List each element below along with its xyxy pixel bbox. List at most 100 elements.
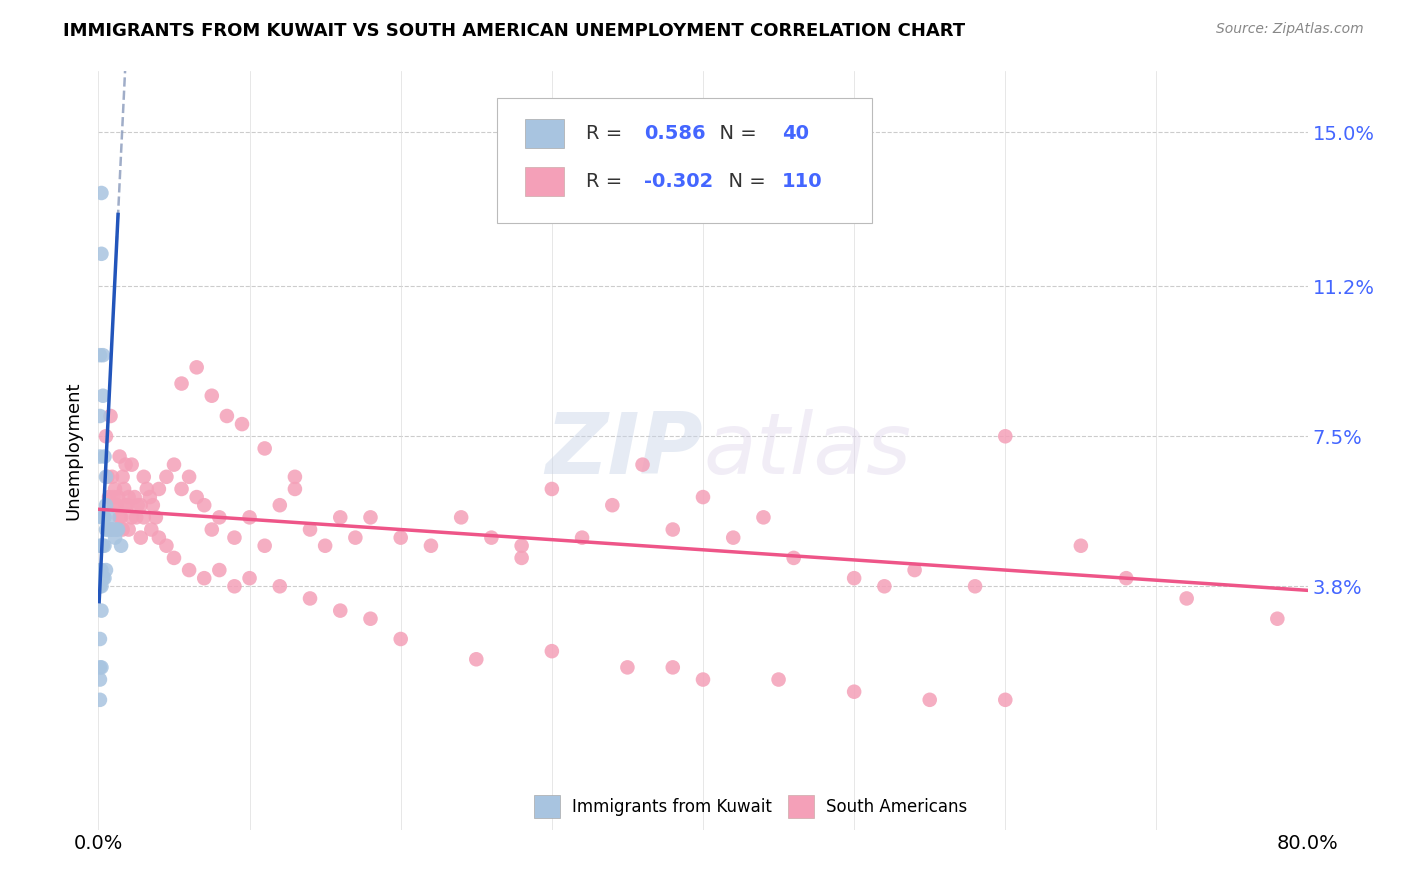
Point	[1175, 591, 1198, 606]
FancyBboxPatch shape	[526, 167, 564, 195]
Point	[201, 389, 224, 403]
Point	[844, 571, 866, 585]
Point	[631, 458, 654, 472]
Point	[94, 523, 117, 537]
Point	[1267, 612, 1289, 626]
Point	[132, 470, 155, 484]
Point	[994, 429, 1017, 443]
Point	[510, 550, 533, 565]
Text: N =: N =	[716, 172, 772, 191]
Point	[299, 523, 322, 537]
Point	[201, 523, 224, 537]
Point	[132, 510, 155, 524]
FancyBboxPatch shape	[526, 120, 564, 148]
Point	[111, 470, 134, 484]
Point	[110, 539, 132, 553]
Point	[873, 579, 896, 593]
Point	[98, 510, 121, 524]
Point	[1070, 539, 1092, 553]
Text: IMMIGRANTS FROM KUWAIT VS SOUTH AMERICAN UNEMPLOYMENT CORRELATION CHART: IMMIGRANTS FROM KUWAIT VS SOUTH AMERICAN…	[63, 22, 966, 40]
Y-axis label: Unemployment: Unemployment	[65, 381, 83, 520]
Point	[752, 510, 775, 524]
Point	[104, 531, 127, 545]
Point	[103, 490, 125, 504]
Text: R =: R =	[586, 172, 628, 191]
Text: Source: ZipAtlas.com: Source: ZipAtlas.com	[1216, 22, 1364, 37]
Point	[121, 458, 143, 472]
Point	[129, 531, 152, 545]
Point	[329, 604, 352, 618]
Point	[94, 470, 117, 484]
Point	[510, 539, 533, 553]
Point	[111, 523, 134, 537]
Point	[89, 409, 111, 423]
Point	[329, 510, 352, 524]
Point	[90, 247, 112, 261]
Text: -0.302: -0.302	[644, 172, 713, 191]
Point	[93, 571, 115, 585]
Point	[112, 482, 135, 496]
Point	[89, 563, 111, 577]
Text: N =: N =	[707, 124, 762, 143]
Point	[208, 510, 231, 524]
Point	[91, 389, 114, 403]
Text: ZIP: ZIP	[546, 409, 703, 492]
Point	[127, 498, 149, 512]
Text: atlas: atlas	[703, 409, 911, 492]
Point	[994, 693, 1017, 707]
Point	[616, 660, 638, 674]
Point	[904, 563, 927, 577]
FancyBboxPatch shape	[787, 796, 814, 818]
Point	[299, 591, 322, 606]
Point	[90, 186, 112, 200]
Text: R =: R =	[586, 124, 628, 143]
Point	[224, 531, 246, 545]
Point	[91, 348, 114, 362]
Point	[89, 673, 111, 687]
Point	[90, 660, 112, 674]
Point	[100, 523, 122, 537]
Point	[141, 523, 163, 537]
Point	[89, 660, 111, 674]
Point	[239, 571, 262, 585]
Point	[269, 498, 291, 512]
Point	[107, 523, 129, 537]
Point	[389, 531, 412, 545]
Point	[93, 510, 115, 524]
Point	[124, 490, 146, 504]
Point	[360, 510, 382, 524]
Point	[692, 673, 714, 687]
Point	[110, 510, 132, 524]
Point	[571, 531, 593, 545]
Point	[389, 632, 412, 646]
Point	[170, 376, 193, 391]
FancyBboxPatch shape	[498, 98, 872, 223]
Point	[314, 539, 336, 553]
Point	[114, 458, 136, 472]
Point	[215, 409, 238, 423]
Point	[125, 510, 148, 524]
Point	[179, 563, 201, 577]
Point	[163, 458, 186, 472]
Point	[231, 417, 253, 431]
Point	[481, 531, 503, 545]
Point	[1115, 571, 1137, 585]
Text: South Americans: South Americans	[827, 797, 967, 816]
Point	[91, 510, 114, 524]
Point	[100, 409, 122, 423]
Point	[139, 490, 162, 504]
Point	[105, 523, 128, 537]
Point	[540, 482, 562, 496]
Point	[284, 470, 307, 484]
Point	[193, 571, 215, 585]
Point	[101, 470, 124, 484]
Point	[186, 360, 208, 375]
Point	[108, 450, 131, 464]
Point	[253, 539, 276, 553]
Point	[93, 539, 115, 553]
Point	[344, 531, 367, 545]
Point	[145, 510, 167, 524]
Point	[89, 632, 111, 646]
Point	[89, 693, 111, 707]
Text: 110: 110	[782, 172, 823, 191]
